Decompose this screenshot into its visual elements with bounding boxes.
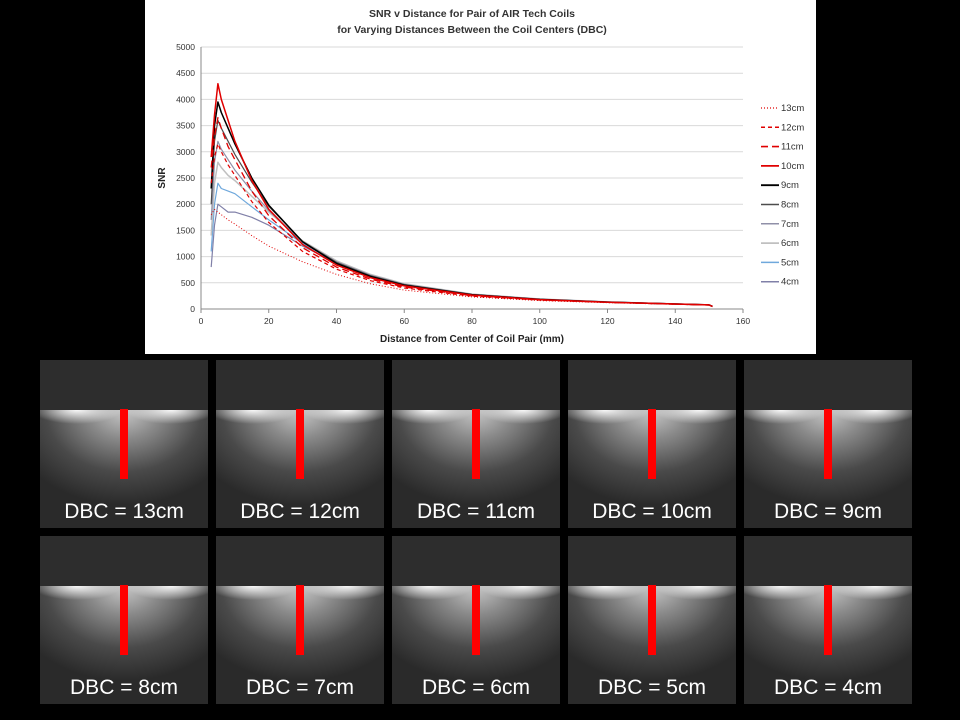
coil-image-tile: DBC = 13cm (40, 360, 208, 528)
legend-entry: 6cm (781, 238, 799, 249)
y-tick-label: 2500 (176, 173, 195, 183)
tile-caption: DBC = 12cm (240, 500, 360, 523)
x-tick-label: 0 (199, 316, 204, 326)
y-tick-label: 3500 (176, 121, 195, 131)
red-marker-bar (472, 585, 480, 655)
y-tick-label: 5000 (176, 42, 195, 52)
red-marker-bar (824, 409, 832, 479)
snr-chart-panel: SNR v Distance for Pair of AIR Tech Coil… (145, 0, 816, 354)
x-tick-label: 80 (467, 316, 477, 326)
y-tick-label: 500 (181, 278, 195, 288)
x-tick-label: 160 (736, 316, 750, 326)
legend-entry: 9cm (781, 180, 799, 191)
y-tick-label: 4500 (176, 68, 195, 78)
series-line-4cm (210, 203, 713, 307)
x-axis-label: Distance from Center of Coil Pair (mm) (380, 334, 564, 345)
tile-caption: DBC = 9cm (774, 500, 882, 523)
y-tick-label: 3000 (176, 147, 195, 157)
legend-entry: 12cm (781, 122, 804, 133)
x-tick-label: 20 (264, 316, 274, 326)
series-line-12cm (210, 143, 713, 307)
series-line-6cm (210, 161, 713, 308)
coil-image-tile: DBC = 6cm (392, 536, 560, 704)
red-marker-bar (648, 409, 656, 479)
coil-image-tile: DBC = 4cm (744, 536, 912, 704)
tile-caption: DBC = 5cm (598, 676, 706, 699)
red-marker-bar (296, 409, 304, 479)
red-marker-bar (648, 585, 656, 655)
red-marker-bar (120, 585, 128, 655)
y-tick-label: 1000 (176, 252, 195, 262)
y-axis-label: SNR (157, 167, 168, 189)
legend-entry: 13cm (781, 103, 804, 114)
legend-entry: 4cm (781, 277, 799, 288)
y-tick-label: 0 (190, 304, 195, 314)
x-tick-label: 120 (600, 316, 614, 326)
red-marker-bar (824, 585, 832, 655)
red-marker-bar (296, 585, 304, 655)
legend-entry: 8cm (781, 200, 799, 211)
tile-caption: DBC = 13cm (64, 500, 184, 523)
series-line-5cm (210, 182, 713, 307)
red-marker-bar (472, 409, 480, 479)
tile-caption: DBC = 10cm (592, 500, 712, 523)
series-line-10cm (210, 82, 713, 308)
coil-image-tile: DBC = 5cm (568, 536, 736, 704)
coil-image-tile: DBC = 9cm (744, 360, 912, 528)
series-line-11cm (210, 117, 713, 308)
x-tick-label: 60 (400, 316, 410, 326)
coil-image-tile: DBC = 8cm (40, 536, 208, 704)
red-marker-bar (120, 409, 128, 479)
tile-caption: DBC = 11cm (416, 500, 536, 523)
legend-entry: 5cm (781, 257, 799, 268)
snr-line-chart: SNR v Distance for Pair of AIR Tech Coil… (157, 8, 804, 345)
x-tick-label: 140 (668, 316, 682, 326)
series-line-8cm (210, 119, 713, 307)
tile-caption: DBC = 4cm (774, 676, 882, 699)
legend-entry: 10cm (781, 161, 804, 172)
tile-caption: DBC = 6cm (422, 676, 530, 699)
chart-title: SNR v Distance for Pair of AIR Tech Coil… (369, 8, 575, 20)
x-tick-label: 40 (332, 316, 342, 326)
coil-image-tile: DBC = 10cm (568, 360, 736, 528)
coil-image-tile: DBC = 7cm (216, 536, 384, 704)
tile-caption: DBC = 8cm (70, 676, 178, 699)
legend-entry: 7cm (781, 219, 799, 230)
y-tick-label: 4000 (176, 94, 195, 104)
series-line-13cm (210, 208, 713, 307)
coil-image-tile: DBC = 11cm (392, 360, 560, 528)
chart-subtitle: for Varying Distances Between the Coil C… (337, 24, 607, 36)
x-tick-label: 100 (533, 316, 547, 326)
y-tick-label: 2000 (176, 199, 195, 209)
coil-image-tile: DBC = 12cm (216, 360, 384, 528)
legend-entry: 11cm (781, 142, 804, 153)
tile-caption: DBC = 7cm (246, 676, 354, 699)
y-tick-label: 1500 (176, 225, 195, 235)
